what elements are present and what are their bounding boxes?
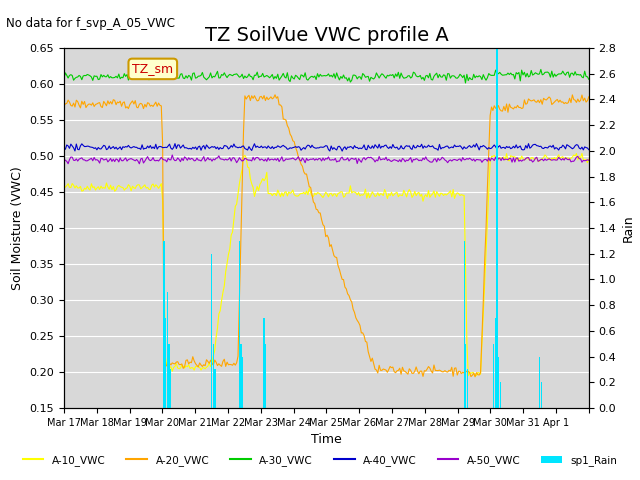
Title: TZ SoilVue VWC profile A: TZ SoilVue VWC profile A (205, 26, 448, 45)
Bar (496, 48, 498, 408)
Bar (539, 357, 540, 408)
Bar (264, 318, 265, 408)
Bar (463, 241, 465, 408)
Bar (239, 241, 240, 408)
Text: TZ_sm: TZ_sm (132, 62, 173, 75)
Bar (498, 357, 499, 408)
Bar (242, 357, 243, 408)
Y-axis label: Rain: Rain (622, 214, 635, 242)
Bar (165, 318, 166, 408)
Bar (163, 241, 164, 408)
Bar (493, 344, 494, 408)
Text: No data for f_svp_A_05_VWC: No data for f_svp_A_05_VWC (6, 17, 175, 30)
Bar (265, 344, 266, 408)
X-axis label: Time: Time (311, 433, 342, 446)
Bar (467, 370, 468, 408)
Bar (166, 292, 168, 408)
Bar (500, 382, 501, 408)
Bar (211, 254, 212, 408)
Bar (212, 344, 214, 408)
Bar (168, 344, 170, 408)
Bar (241, 344, 242, 408)
Bar (170, 370, 172, 408)
Legend: A-10_VWC, A-20_VWC, A-30_VWC, A-40_VWC, A-50_VWC, sp1_Rain: A-10_VWC, A-20_VWC, A-30_VWC, A-40_VWC, … (19, 451, 621, 470)
Bar (495, 318, 496, 408)
Bar (541, 382, 542, 408)
Bar (214, 370, 216, 408)
Bar (465, 344, 467, 408)
Y-axis label: Soil Moisture (VWC): Soil Moisture (VWC) (11, 166, 24, 290)
